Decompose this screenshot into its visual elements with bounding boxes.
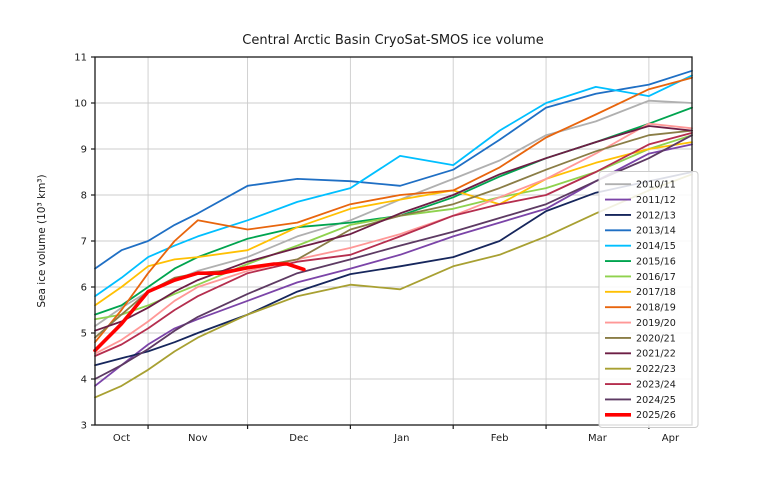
legend-label: 2022/23 [636,364,676,375]
legend-label: 2010/11 [636,180,676,191]
legend-label: 2012/13 [636,210,676,221]
legend-label: 2021/22 [636,349,676,360]
series-line-2023-24 [94,131,693,357]
y-axis-label: Sea ice volume (10³ km³) [36,174,48,307]
y-tick-label: 7 [81,237,87,248]
legend-box [598,171,699,428]
series-line-2018-19 [94,76,693,344]
legend-label: 2013/14 [636,226,676,237]
chart-title: Central Arctic Basin CryoSat-SMOS ice vo… [242,33,543,48]
legend-label: 2011/12 [636,195,676,206]
y-tick-label: 6 [81,283,87,294]
data-series [93,69,693,399]
legend-label: 2017/18 [636,287,676,298]
legend-label: 2020/21 [636,333,676,344]
y-tick-label: 11 [74,53,87,64]
x-tick-label: Nov [188,433,208,444]
y-tick-label: 3 [81,421,87,432]
legend-label: 2025/26 [636,410,676,421]
series-line-2021-22 [94,125,693,332]
series-line-2025-26 [93,262,306,353]
x-tick-label: Dec [289,433,308,444]
x-tick-label: Oct [113,433,130,444]
legend-label: 2024/25 [636,395,676,406]
y-tick-label: 4 [81,375,87,386]
legend: 2010/11 2011/12 2012/13 2013/14 2014/15 2015/… [598,171,699,428]
legend-label: 2023/24 [636,379,676,390]
series-line-2011-12 [94,143,693,387]
legend-label: 2016/17 [636,272,676,283]
x-tick-label: Mar [588,433,608,444]
series-line-2019-20 [94,122,693,355]
series-line-2012-13 [94,171,693,367]
series-line-2013-14 [94,69,693,270]
legend-label: 2018/19 [636,303,676,314]
legend-label: 2019/20 [636,318,676,329]
y-tick-label: 8 [81,191,87,202]
y-tick-label: 5 [81,329,87,340]
legend-label: 2015/16 [636,256,676,267]
series-line-2017-18 [94,141,693,307]
x-tick-label: Feb [491,433,509,444]
x-tick-label: Jan [393,433,409,444]
y-tick-label: 9 [81,145,87,156]
y-tick-label: 10 [74,99,87,110]
series-line-2024-25 [94,134,693,380]
axis-ticks: 3 4 5 6 7 8 9 10 11 Oct Nov Dec Jan Feb Mar Apr [74,53,680,445]
x-tick-label: Apr [662,433,680,444]
series-line-2022-23 [94,173,693,399]
legend-label: 2014/15 [636,241,676,252]
series-line-2014-15 [94,74,693,298]
